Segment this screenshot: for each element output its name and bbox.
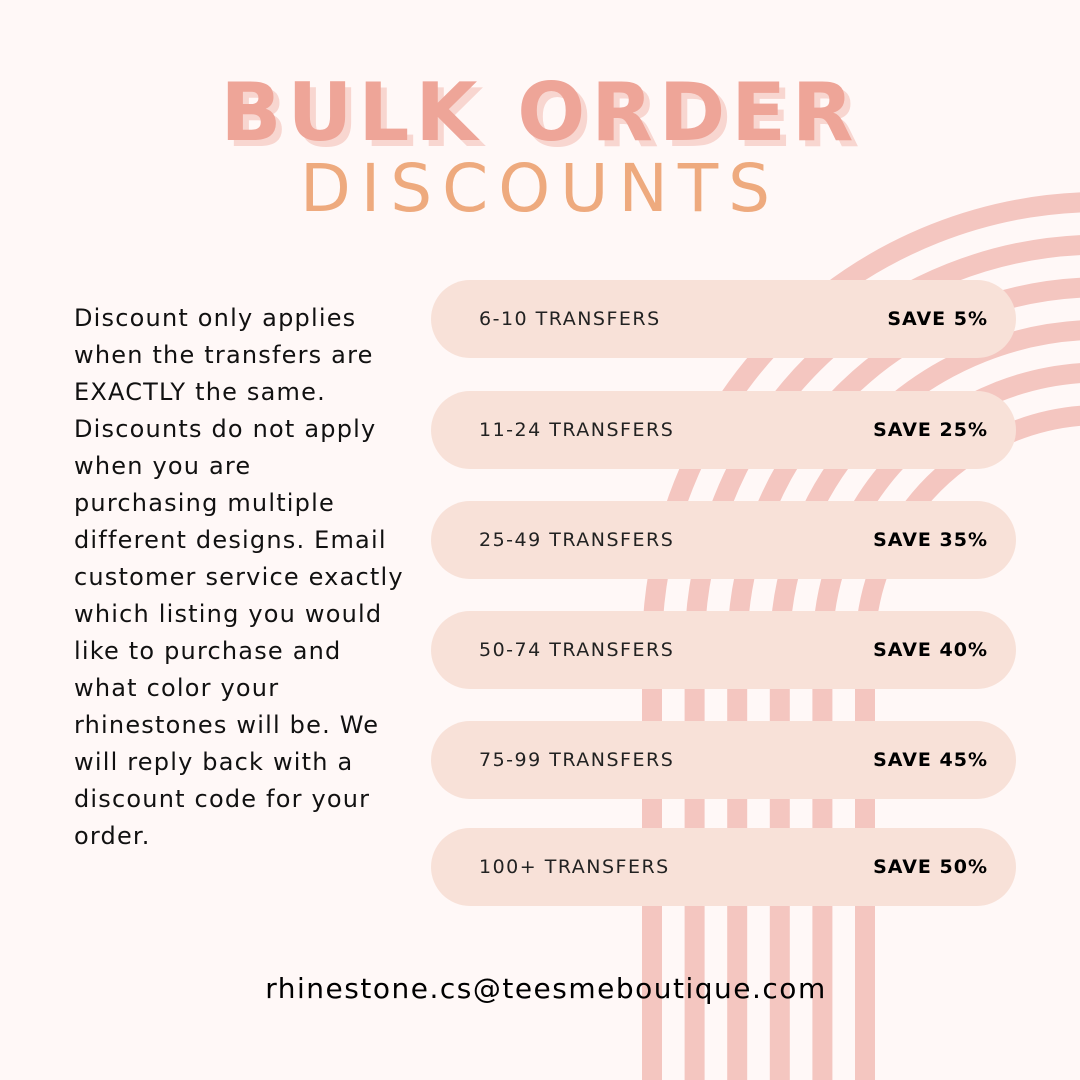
title-discounts: DISCOUNTS bbox=[299, 150, 781, 227]
tier-quantity: 100+ TRANSFERS bbox=[479, 856, 670, 878]
tier-saving: SAVE 50% bbox=[873, 856, 988, 878]
title-bulk-order: BULK ORDER bbox=[220, 66, 860, 159]
tier-quantity: 50-74 TRANSFERS bbox=[479, 639, 675, 661]
arc-stripe bbox=[855, 405, 1080, 1080]
discount-tier: 75-99 TRANSFERS SAVE 45% bbox=[431, 721, 1016, 799]
tier-saving: SAVE 5% bbox=[887, 308, 988, 330]
tier-quantity: 25-49 TRANSFERS bbox=[479, 529, 675, 551]
discount-tier: 6-10 TRANSFERS SAVE 5% bbox=[431, 280, 1016, 358]
tier-quantity: 75-99 TRANSFERS bbox=[479, 749, 675, 771]
discount-tier: 11-24 TRANSFERS SAVE 25% bbox=[431, 391, 1016, 469]
tier-quantity: 11-24 TRANSFERS bbox=[479, 419, 675, 441]
tier-saving: SAVE 45% bbox=[873, 749, 988, 771]
tier-quantity: 6-10 TRANSFERS bbox=[479, 308, 661, 330]
tier-saving: SAVE 40% bbox=[873, 639, 988, 661]
description-text: Discount only applies when the transfers… bbox=[74, 304, 404, 850]
discount-tier: 100+ TRANSFERS SAVE 50% bbox=[431, 828, 1016, 906]
tier-saving: SAVE 25% bbox=[873, 419, 988, 441]
discount-tier: 25-49 TRANSFERS SAVE 35% bbox=[431, 501, 1016, 579]
email-link[interactable]: rhinestone.cs@teesmeboutique.com bbox=[265, 972, 827, 1005]
discount-tier: 50-74 TRANSFERS SAVE 40% bbox=[431, 611, 1016, 689]
tier-saving: SAVE 35% bbox=[873, 529, 988, 551]
